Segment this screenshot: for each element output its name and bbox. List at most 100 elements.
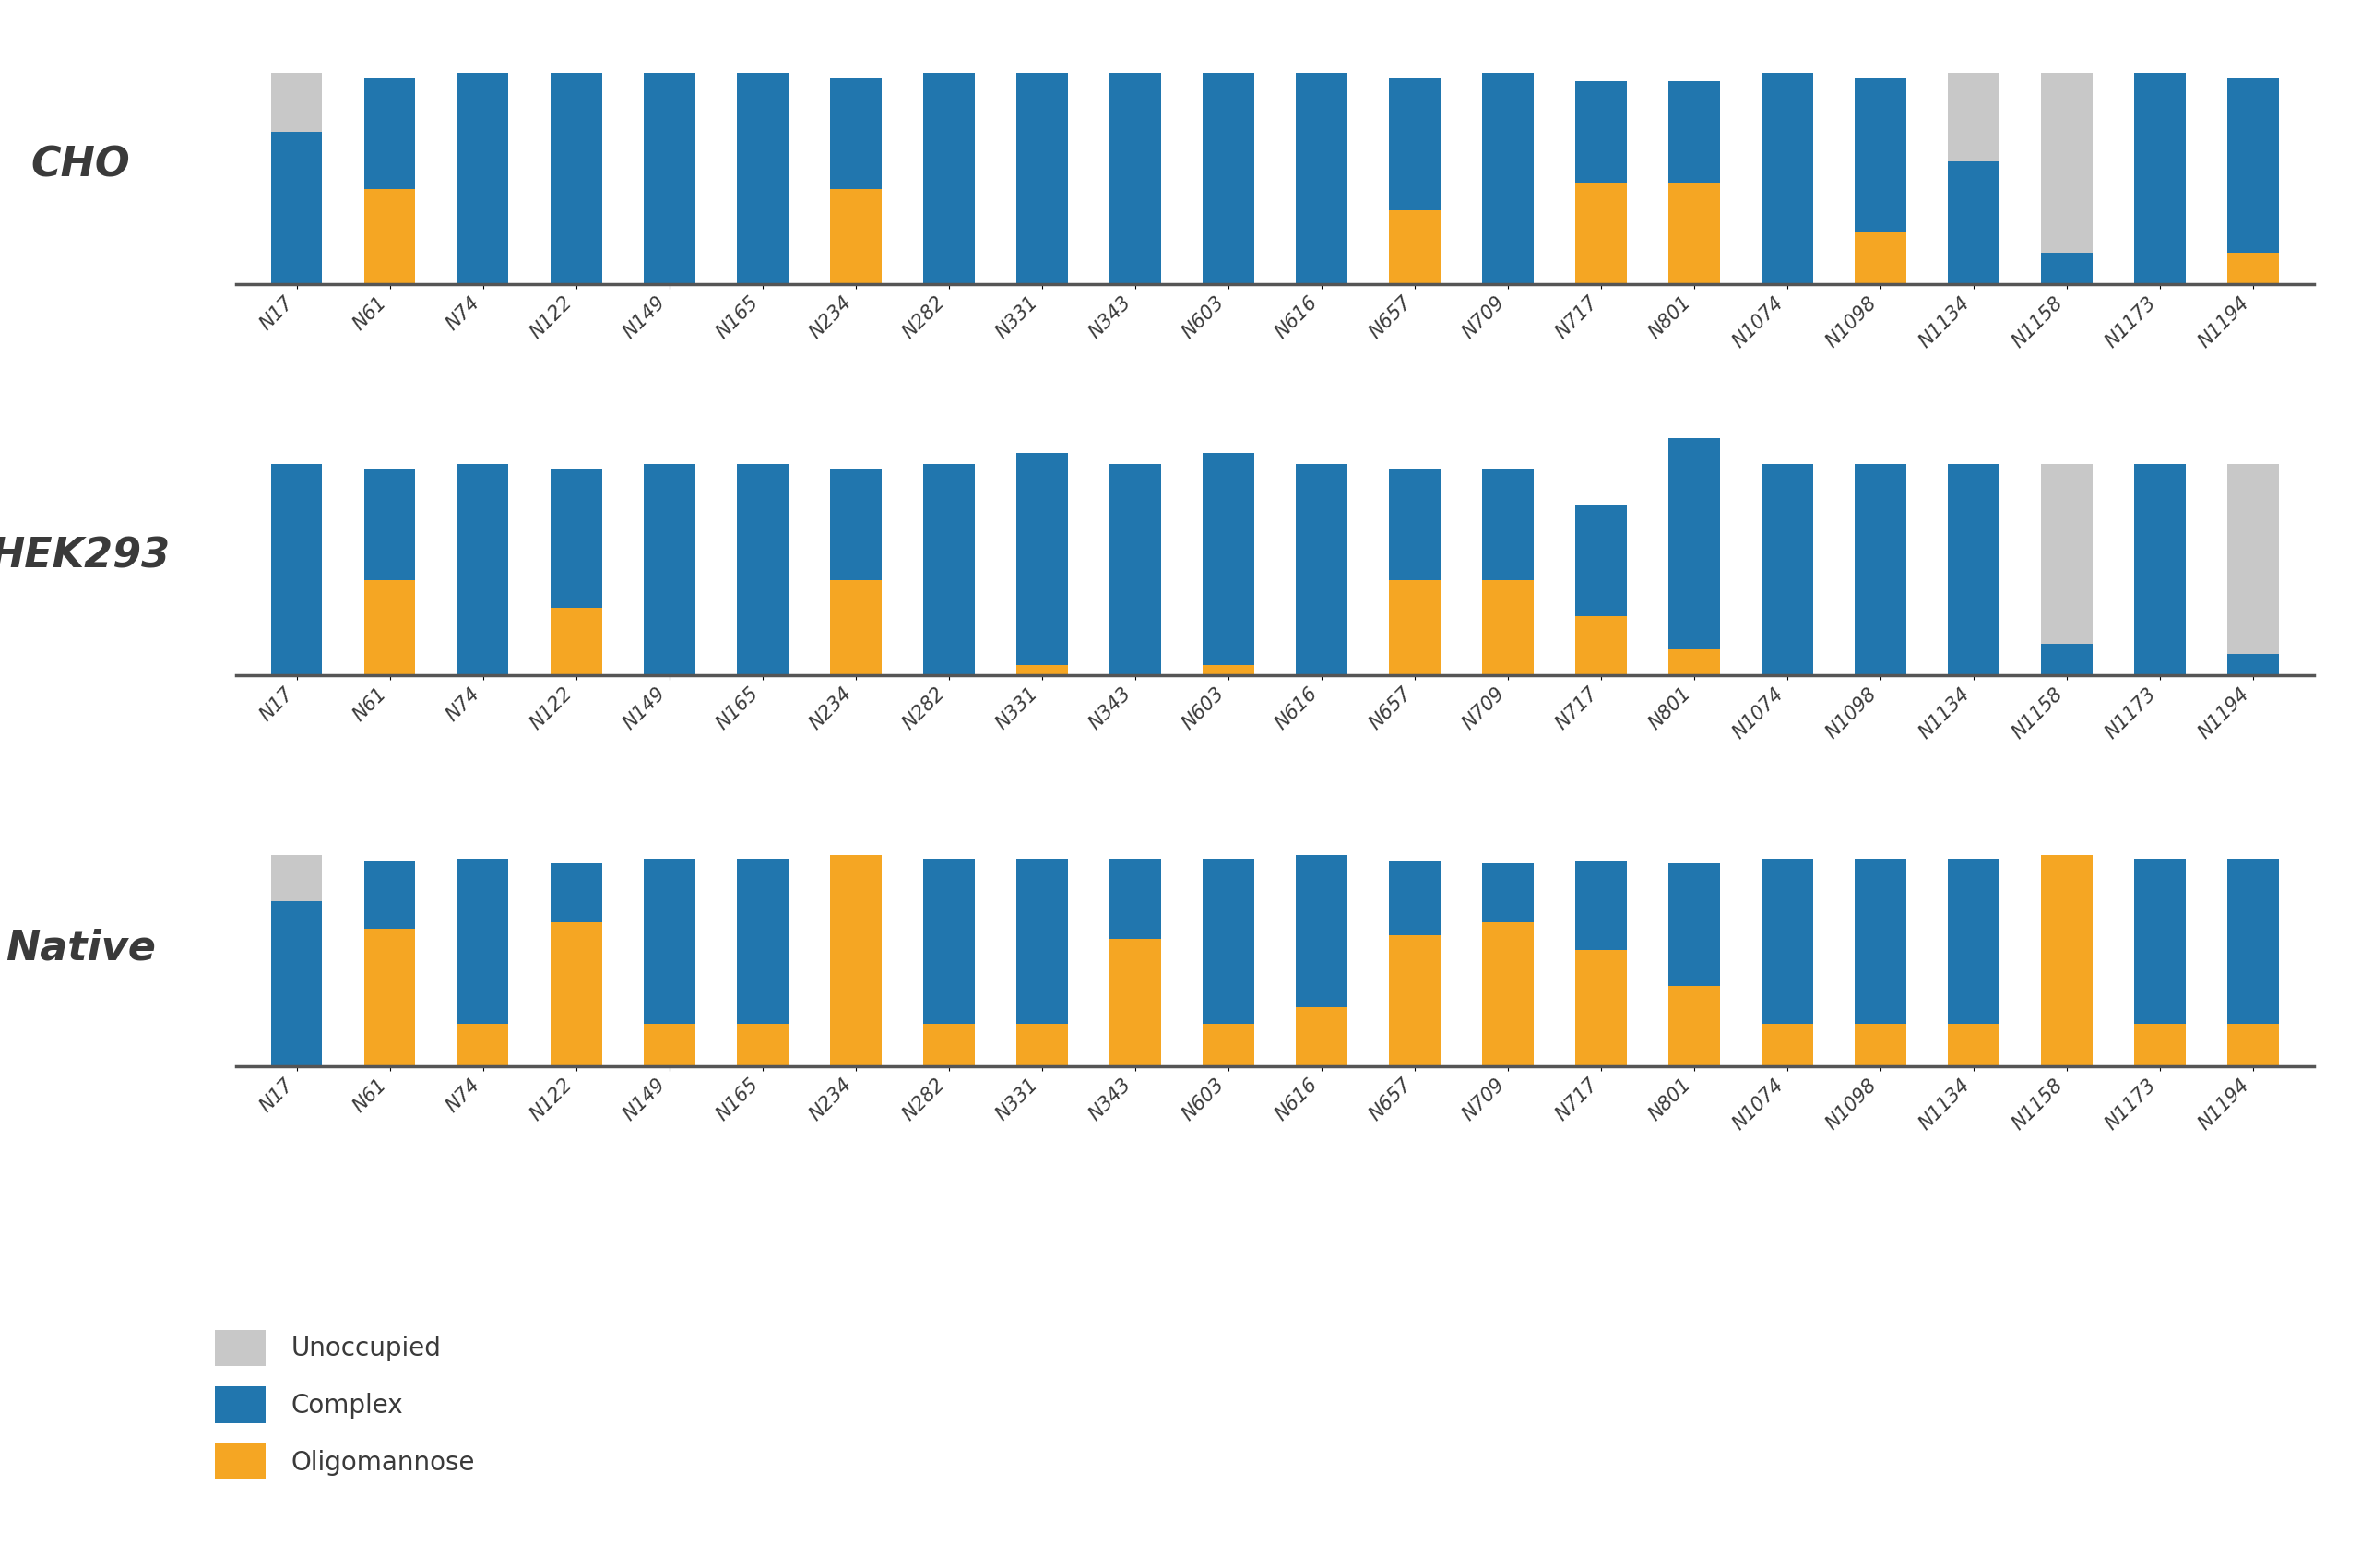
Text: Native: Native [5,928,156,967]
Bar [1202,665,1254,676]
Bar [1669,986,1719,1066]
Bar [2226,78,2278,252]
Bar [550,922,602,1066]
Bar [2226,1024,2278,1066]
Bar [1296,464,1348,676]
Bar [1296,72,1348,284]
Bar [2042,855,2092,1066]
Bar [1575,950,1627,1066]
Bar [364,78,416,188]
Bar [1761,1024,1813,1066]
Bar [1296,1007,1348,1066]
Bar [1015,665,1067,676]
Bar [1948,72,2000,162]
Bar [923,464,975,676]
Bar [1483,862,1535,922]
Bar [1669,82,1719,182]
Bar [364,861,416,928]
Bar [550,470,602,607]
Bar [1015,72,1067,284]
Bar [1110,859,1162,939]
Bar [1575,861,1627,950]
Bar [1388,78,1440,210]
Bar [272,72,323,132]
Bar [1388,580,1440,676]
Bar [1856,230,1905,284]
Bar [2226,654,2278,676]
Bar [458,464,508,676]
Bar [1015,453,1067,665]
Bar [458,1024,508,1066]
Bar [737,859,789,1024]
Bar [1110,464,1162,676]
Bar [645,464,694,676]
Bar [1388,210,1440,284]
Bar [2226,252,2278,284]
Bar [1483,922,1535,1066]
Bar [831,188,881,284]
Bar [272,464,323,676]
Bar [1856,1024,1905,1066]
Bar [2042,643,2092,676]
Bar [923,1024,975,1066]
Bar [1483,72,1535,284]
Bar [1948,1024,2000,1066]
Bar [923,859,975,1024]
Bar [1669,862,1719,986]
Bar [1948,859,2000,1024]
Bar [923,72,975,284]
Bar [831,855,881,1066]
Bar [1483,470,1535,580]
Bar [1856,859,1905,1024]
Bar [1483,580,1535,676]
Bar [645,1024,694,1066]
Bar [1015,859,1067,1024]
Bar [364,470,416,580]
Legend: Unoccupied, Complex, Oligomannose: Unoccupied, Complex, Oligomannose [201,1317,489,1493]
Bar [364,580,416,676]
Bar [1296,855,1348,1007]
Bar [1015,1024,1067,1066]
Bar [2134,72,2186,284]
Bar [458,859,508,1024]
Bar [1202,72,1254,284]
Bar [1575,82,1627,182]
Bar [1202,859,1254,1024]
Bar [1856,464,1905,676]
Bar [1761,859,1813,1024]
Bar [2226,859,2278,1024]
Bar [2042,252,2092,284]
Text: HEK293: HEK293 [0,536,170,577]
Bar [737,72,789,284]
Bar [1110,72,1162,284]
Bar [364,188,416,284]
Bar [1388,861,1440,935]
Bar [550,607,602,676]
Bar [1948,464,2000,676]
Bar [1110,939,1162,1066]
Bar [550,72,602,284]
Bar [645,859,694,1024]
Text: CHO: CHO [31,146,130,185]
Bar [364,928,416,1066]
Bar [550,862,602,922]
Bar [1575,182,1627,284]
Bar [1388,470,1440,580]
Bar [737,1024,789,1066]
Bar [2134,1024,2186,1066]
Bar [831,78,881,188]
Bar [272,132,323,284]
Bar [2226,464,2278,654]
Bar [1669,182,1719,284]
Bar [2042,72,2092,252]
Bar [458,72,508,284]
Bar [1856,78,1905,230]
Bar [1202,453,1254,665]
Bar [1669,437,1719,649]
Bar [1761,464,1813,676]
Bar [1575,506,1627,616]
Bar [737,464,789,676]
Bar [2042,464,2092,643]
Bar [1388,935,1440,1066]
Bar [2134,859,2186,1024]
